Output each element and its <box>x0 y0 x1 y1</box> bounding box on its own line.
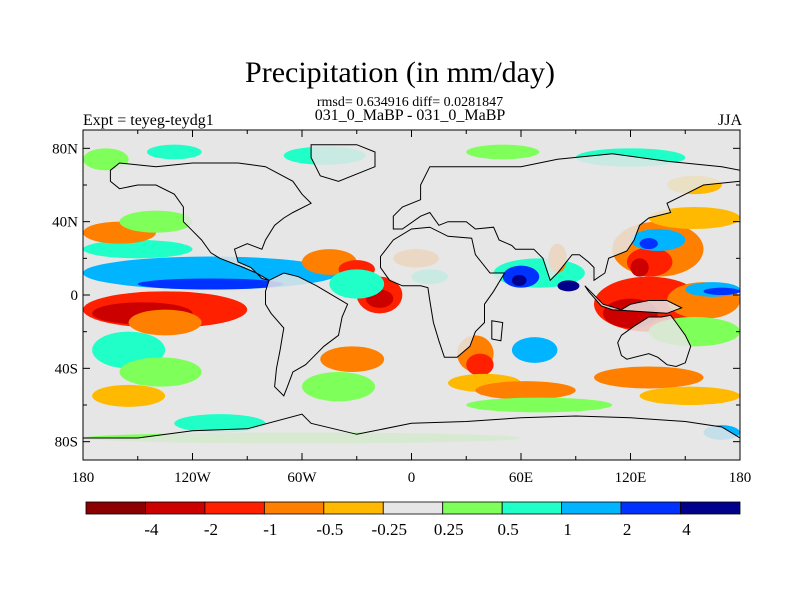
contour-region-28 <box>475 381 576 400</box>
colorbar-box-4 <box>323 501 384 515</box>
colorbar-box-0 <box>85 501 146 515</box>
contour-region-29 <box>511 337 558 363</box>
colorbar-label-3: -0.5 <box>316 520 343 539</box>
contour-region-26 <box>466 353 494 376</box>
coastline-south-america <box>265 272 349 397</box>
coastline-eurasia <box>392 153 740 282</box>
contour-region-46 <box>557 280 580 292</box>
x-axis: 180 120W 60W 0 60E 120E 180 <box>72 130 752 486</box>
contour-region-48 <box>594 366 704 389</box>
x-tick-label-6: 180 <box>729 470 752 486</box>
y-tick-label-2: 0 <box>71 288 79 304</box>
colorbar-label-6: 0.5 <box>498 520 519 539</box>
contour-region-42 <box>639 238 658 250</box>
colorbar-label-8: 2 <box>623 520 632 539</box>
colorbar-label-7: 1 <box>563 520 572 539</box>
colorbar-box-3 <box>263 501 325 515</box>
coastline-madagascar <box>491 320 504 342</box>
chart-title: Precipitation (in mm/day) <box>245 56 555 89</box>
colorbar: -4 -2 -1 -0.5 -0.25 0.25 0.5 1 2 4 <box>85 501 741 539</box>
colorbar-box-5 <box>382 501 444 515</box>
contour-region-52 <box>466 144 540 160</box>
colorbar-label-9: 4 <box>682 520 691 539</box>
colorbar-label-0: -4 <box>144 520 159 539</box>
contour-region-45 <box>703 287 740 296</box>
colorbar-label-4: -0.25 <box>372 520 407 539</box>
rmsd-diff-stats: rmsd= 0.634916 diff= 0.0281847 <box>316 95 504 110</box>
contour-region-4 <box>137 278 284 290</box>
contour-region-20 <box>329 269 385 299</box>
coastline-maritime-continent <box>584 285 683 314</box>
contour-region-10 <box>92 384 166 407</box>
colorbar-label-5: 0.25 <box>434 520 464 539</box>
contour-region-30 <box>466 397 613 413</box>
coastlines <box>83 144 740 460</box>
contour-region-5 <box>83 240 193 259</box>
colorbar-box-8 <box>561 501 622 515</box>
coastline-antarctica <box>83 413 740 460</box>
y-tick-label-0: 80N <box>52 141 78 157</box>
season-label: JJA <box>717 112 742 129</box>
x-tick-label-0: 180 <box>72 470 95 486</box>
x-tick-label-4: 60E <box>509 470 533 486</box>
contour-region-2 <box>128 309 202 336</box>
colorbar-box-9 <box>620 501 681 515</box>
y-tick-label-1: 40N <box>52 215 78 231</box>
coastline-greenland <box>310 144 376 182</box>
colorbar-box-10 <box>680 501 741 515</box>
coastline-north-america <box>109 162 312 281</box>
experiment-label: Expt = teyeg-teydg1 <box>83 112 214 129</box>
x-tick-label-2: 60W <box>287 470 317 486</box>
colorbar-label-2: -1 <box>263 520 277 539</box>
y-tick-label-3: 40S <box>55 361 78 377</box>
contour-region-12 <box>174 414 266 433</box>
y-tick-label-4: 80S <box>55 435 78 451</box>
coastline-africa <box>380 226 506 358</box>
contour-region-22 <box>302 372 375 402</box>
contour-region-33 <box>511 274 527 286</box>
contour-region-40 <box>630 258 649 277</box>
contour-region-21 <box>320 346 385 372</box>
colorbar-box-1 <box>145 501 206 515</box>
colorbar-label-1: -2 <box>204 520 218 539</box>
contour-region-13 <box>146 144 202 160</box>
contour-region-9 <box>119 357 202 387</box>
x-tick-label-1: 120W <box>174 470 212 486</box>
colorbar-box-6 <box>442 501 503 515</box>
colorbar-box-7 <box>501 501 563 515</box>
contour-region-43 <box>648 207 740 229</box>
colorbar-box-2 <box>204 501 265 515</box>
coastline-australia <box>617 314 692 368</box>
experiment-subtitle: 031_0_MaBP - 031_0_MaBP <box>314 107 506 124</box>
y-axis: 80N 40N 0 40S 80S <box>52 141 740 451</box>
contour-region-41 <box>630 229 686 251</box>
x-tick-label-3: 0 <box>408 470 416 486</box>
x-tick-label-5: 120E <box>615 470 647 486</box>
contour-region-49 <box>639 386 740 406</box>
contour-region-7 <box>119 210 193 233</box>
